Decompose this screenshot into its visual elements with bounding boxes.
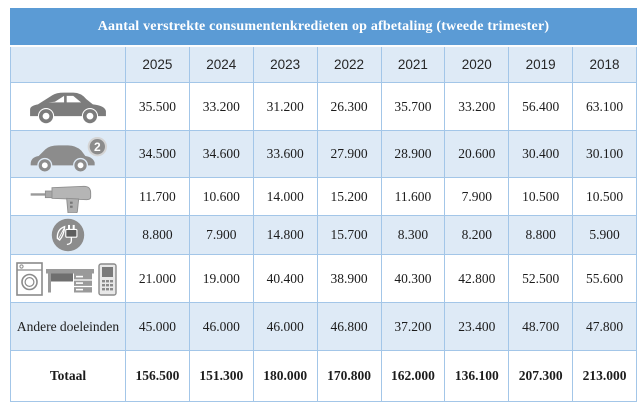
value-cell: 15.200 (316, 177, 382, 216)
value-cell: 19.000 (188, 254, 254, 303)
table-row: 8.800 7.900 14.800 15.700 8.300 8.200 8.800 5.9… (10, 215, 637, 255)
value-cell: 10.500 (508, 177, 574, 216)
value-cell: 20.600 (444, 130, 510, 178)
value-cell: 34.500 (125, 130, 190, 178)
value-cell: 28.900 (380, 130, 446, 178)
table-row: 35.500 33.200 31.200 26.300 35.700 33.200 56.4… (10, 82, 637, 131)
year-header-row: 2025 2024 2023 2022 2021 2020 2019 2018 (10, 45, 637, 83)
value-cell: 35.500 (125, 82, 190, 131)
value-cell: 31.200 (252, 82, 318, 131)
value-cell: 33.200 (444, 82, 510, 131)
table-row: Andere doeleinden 45.000 46.000 46.000 46.80… (10, 302, 637, 351)
value-cell: 170.800 (316, 350, 382, 402)
value-cell: 162.000 (380, 350, 446, 402)
value-cell: 42.800 (444, 254, 510, 303)
value-cell: 10.600 (188, 177, 254, 216)
year-header: 2021 (380, 45, 446, 83)
value-cell: 35.700 (380, 82, 446, 131)
drill-icon (10, 177, 126, 216)
title-row: Aantal verstrekte consumentenkredieten o… (10, 8, 637, 47)
value-cell: 34.600 (188, 130, 254, 178)
year-header: 2019 (508, 45, 574, 83)
value-cell: 8.800 (125, 215, 190, 255)
value-cell: 21.000 (125, 254, 190, 303)
value-cell: 55.600 (572, 254, 637, 303)
value-cell: 48.700 (508, 302, 574, 351)
value-cell: 52.500 (508, 254, 574, 303)
value-cell: 136.100 (444, 350, 510, 402)
value-cell: 11.700 (125, 177, 190, 216)
value-cell: 11.600 (380, 177, 446, 216)
second-hand-car-icon: 2 (10, 130, 126, 178)
value-cell: 8.200 (444, 215, 510, 255)
svg-text:2: 2 (94, 140, 101, 154)
value-cell: 30.100 (572, 130, 637, 178)
value-cell: 33.200 (188, 82, 254, 131)
value-cell: 15.700 (316, 215, 382, 255)
value-cell: 14.800 (252, 215, 318, 255)
value-cell: 8.300 (380, 215, 446, 255)
value-cell: 180.000 (252, 350, 318, 402)
value-cell: 5.900 (572, 215, 637, 255)
value-cell: 46.000 (252, 302, 318, 351)
value-cell: 207.300 (508, 350, 574, 402)
table-row: Totaal 156.500 151.300 180.000 170.800 162.00… (10, 350, 637, 402)
year-header: 2025 (125, 45, 190, 83)
value-cell: 156.500 (125, 350, 190, 402)
table-row: 2 34.500 34.600 33.600 27.900 28.900 20.600 30.… (10, 130, 637, 178)
row-label: Andere doeleinden (10, 302, 126, 351)
appliances-furniture-phone-icon (10, 254, 126, 303)
value-cell: 33.600 (252, 130, 318, 178)
consumer-credit-table: Aantal verstrekte consumentenkredieten o… (10, 8, 637, 402)
green-energy-plug-icon (10, 215, 126, 255)
table-title: Aantal verstrekte consumentenkredieten o… (10, 8, 637, 47)
corner-cell (10, 45, 126, 83)
value-cell: 40.300 (380, 254, 446, 303)
value-cell: 151.300 (188, 350, 254, 402)
value-cell: 26.300 (316, 82, 382, 131)
year-header: 2020 (444, 45, 510, 83)
value-cell: 8.800 (508, 215, 574, 255)
value-cell: 213.000 (572, 350, 637, 402)
value-cell: 14.000 (252, 177, 318, 216)
consumer-credit-table-wrap: Aantal verstrekte consumentenkredieten o… (10, 8, 637, 402)
value-cell: 27.900 (316, 130, 382, 178)
row-label: Totaal (10, 350, 126, 402)
year-header: 2022 (316, 45, 382, 83)
year-header: 2024 (188, 45, 254, 83)
value-cell: 45.000 (125, 302, 190, 351)
value-cell: 56.400 (508, 82, 574, 131)
table-row: 21.000 19.000 40.400 38.900 40.300 42.800 52.5… (10, 254, 637, 303)
value-cell: 7.900 (188, 215, 254, 255)
table-row: 11.700 10.600 14.000 15.200 11.600 7.900 10.50… (10, 177, 637, 216)
value-cell: 38.900 (316, 254, 382, 303)
value-cell: 47.800 (572, 302, 637, 351)
value-cell: 30.400 (508, 130, 574, 178)
value-cell: 46.000 (188, 302, 254, 351)
value-cell: 10.500 (572, 177, 637, 216)
year-header: 2023 (252, 45, 318, 83)
year-header: 2018 (572, 45, 637, 83)
value-cell: 46.800 (316, 302, 382, 351)
new-car-icon (10, 82, 126, 131)
value-cell: 63.100 (572, 82, 637, 131)
value-cell: 37.200 (380, 302, 446, 351)
value-cell: 40.400 (252, 254, 318, 303)
value-cell: 7.900 (444, 177, 510, 216)
value-cell: 23.400 (444, 302, 510, 351)
